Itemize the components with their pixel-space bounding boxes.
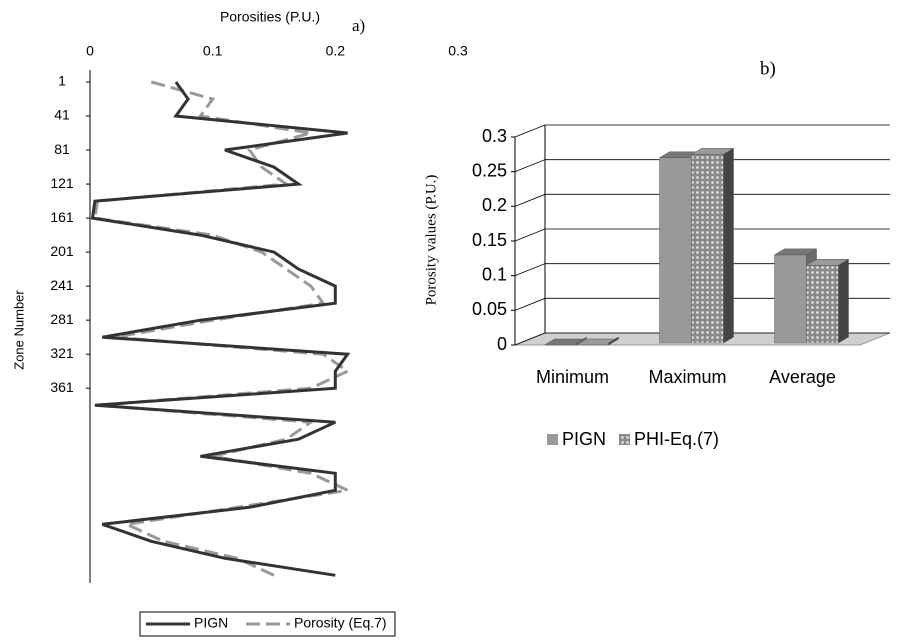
bar-front	[806, 265, 839, 344]
x-tick-label: 0.2	[326, 43, 346, 59]
y-axis-label: Zone Number	[11, 290, 26, 370]
series-line	[93, 80, 353, 577]
series-line	[90, 81, 351, 577]
bar-side	[723, 147, 734, 344]
grid-line	[514, 124, 890, 138]
grid-line	[514, 193, 890, 207]
y-tick-label: 201	[50, 243, 74, 259]
grid-line	[514, 228, 890, 242]
bar	[690, 147, 735, 344]
bar-side	[838, 258, 849, 344]
y-tick-label: 41	[54, 107, 70, 123]
y-tick-label: 0.3	[482, 126, 507, 146]
y-tick-label: 0.05	[472, 299, 507, 319]
x-tick-label: Average	[769, 367, 836, 387]
y-tick-label: 1	[58, 73, 66, 89]
y-tick-label: 0.1	[482, 264, 507, 284]
x-tick-label: 0	[86, 43, 94, 59]
bar	[805, 258, 850, 344]
bar-side	[608, 336, 619, 346]
y-axis-label: Porosity values (P.U.)	[423, 175, 439, 306]
y-tick-label: 241	[50, 277, 74, 293]
legend-swatch	[547, 434, 558, 445]
legend-label: Porosity (Eq.7)	[294, 615, 387, 631]
legend-label: PIGN	[194, 615, 228, 631]
x-tick-label: Maximum	[648, 367, 726, 387]
x-tick-label: 0.1	[203, 43, 223, 59]
bar-front	[774, 254, 807, 344]
y-tick-label: 361	[50, 379, 74, 395]
legend-label: PHI-Eq.(7)	[634, 429, 719, 449]
y-tick-label: 0.25	[472, 160, 507, 180]
bar-front	[691, 154, 724, 344]
x-tick-label: 0.3	[448, 43, 468, 59]
y-tick-label: 121	[50, 175, 74, 191]
annotation: a)	[352, 16, 365, 35]
y-tick-label: 161	[50, 209, 74, 225]
x-tick-label: Minimum	[536, 367, 609, 387]
y-tick-label: 81	[54, 141, 70, 157]
grid-line	[514, 159, 890, 173]
legend-swatch	[619, 434, 630, 445]
y-tick-label: 0.2	[482, 195, 507, 215]
y-tick-label: 0.15	[472, 230, 507, 250]
bar-front	[659, 157, 692, 344]
y-tick-label: 321	[50, 345, 74, 361]
y-tick-label: 0	[497, 334, 507, 354]
bar	[575, 336, 620, 346]
annotation: b)	[760, 58, 776, 79]
y-tick-label: 281	[50, 311, 74, 327]
legend-label: PIGN	[562, 429, 606, 449]
chart-title: Porosities (P.U.)	[220, 9, 320, 25]
